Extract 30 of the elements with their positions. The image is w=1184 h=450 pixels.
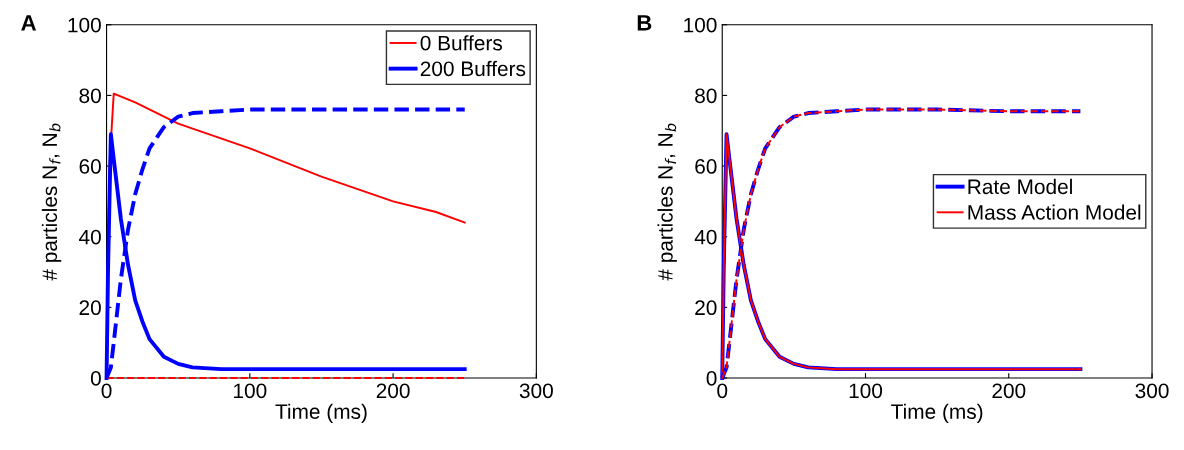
y-tick-label: 80 <box>79 88 101 104</box>
x-axis-title: Time (ms) <box>275 403 367 424</box>
x-tick-label: 100 <box>849 383 883 399</box>
y-axis-title: # particles N$_{f}$, N$_{b}$ <box>41 123 62 281</box>
y-tick-label: 80 <box>695 88 717 104</box>
x-tick-label: 0 <box>717 383 728 399</box>
x-tick-label: 200 <box>992 383 1026 399</box>
y-axis-title: # particles N$_{f}$, N$_{b}$ <box>657 123 677 281</box>
y-tick-label: 0 <box>706 371 717 386</box>
y-tick-label: 20 <box>79 300 101 316</box>
chart-title: A <box>21 15 37 31</box>
y-tick-label: 40 <box>79 229 101 245</box>
x-tick-label: 300 <box>519 383 553 399</box>
x-tick-label: 100 <box>234 383 267 399</box>
y-tick-label: 100 <box>68 17 101 33</box>
x-tick-label: 300 <box>1135 383 1169 399</box>
legend-label: Mass Action Model <box>968 204 1141 220</box>
y-tick-label: 0 <box>90 371 101 386</box>
y-tick-label: 20 <box>695 300 717 316</box>
legend-label: 0 Buffers <box>420 35 503 51</box>
legend-label: Rate Model <box>968 178 1072 195</box>
x-tick-label: 200 <box>376 383 410 399</box>
y-tick-label: 100 <box>684 17 717 33</box>
y-tick-label: 60 <box>695 159 717 174</box>
chart-title: B <box>637 15 652 31</box>
y-tick-label: 40 <box>694 229 717 245</box>
y-tick-label: 60 <box>79 159 101 174</box>
legend-label: 200 Buffers <box>420 60 526 77</box>
x-axis-title: Time (ms) <box>891 403 983 424</box>
x-tick-label: 0 <box>101 383 112 399</box>
